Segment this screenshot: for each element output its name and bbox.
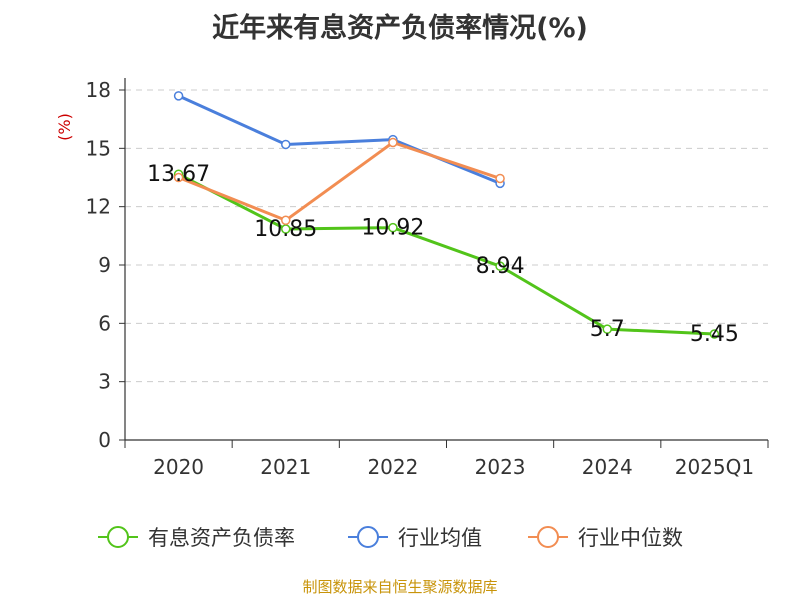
y-tick-label: 9 [98,253,111,277]
x-tick-label: 2023 [475,455,526,479]
data-label: 5.7 [590,317,625,342]
y-tick-label: 18 [86,78,111,102]
x-tick-label: 2022 [367,455,418,479]
legend-marker [107,526,129,548]
grid-lines [125,89,768,383]
y-tick-label: 3 [98,370,111,394]
x-tick-label: 2025Q1 [675,455,754,479]
legend-label: 行业均值 [398,526,482,550]
y-axis-unit-label: (%) [55,113,74,141]
series-line-2 [177,141,502,222]
x-tick-label: 2020 [153,455,204,479]
legend-item-2[interactable]: 行业中位数 [528,526,683,550]
y-tick-label: 6 [98,311,111,335]
legend-label: 行业中位数 [578,526,683,550]
data-point [173,172,184,183]
legend-label: 有息资产负债率 [148,526,295,550]
legend-item-1[interactable]: 行业均值 [348,526,482,550]
legend-item-0[interactable]: 有息资产负债率 [98,526,295,550]
source-note: 制图数据来自恒生聚源数据库 [302,578,498,596]
data-point [602,324,612,334]
legend-marker [537,526,559,548]
data-point [281,215,291,226]
data-point [388,222,398,233]
data-point [173,91,184,101]
data-labels: 13.67 10.85 10.92 8.94 5.7 5.45 [147,162,739,347]
y-tick-label: 12 [86,195,111,219]
series-lines [173,91,720,339]
data-label: 8.94 [476,254,525,279]
data-point [495,173,505,184]
x-tick-label: 2021 [260,455,311,479]
series-line-1 [177,94,502,185]
series-line-0 [177,172,716,336]
y-tick-label: 0 [98,428,111,452]
data-point [388,137,398,148]
data-point [709,329,720,339]
data-point [495,261,505,271]
legend-marker [357,526,379,548]
x-tick-label: 2024 [582,455,633,479]
data-label: 5.45 [690,322,739,347]
y-tick-label: 15 [86,136,111,160]
data-point [281,139,291,150]
axes: 0 3 6 9 12 15 18 (%) 2020 2021 2022 2023 2024 2025Q1 [55,78,769,479]
legend[interactable]: 有息资产负债率 行业均值 行业中位数 [98,526,683,550]
data-label: 13.67 [147,162,210,187]
data-label: 10.85 [254,217,317,242]
chart-title: 近年来有息资产负债率情况(%) [212,13,588,44]
data-label: 10.92 [361,216,424,241]
